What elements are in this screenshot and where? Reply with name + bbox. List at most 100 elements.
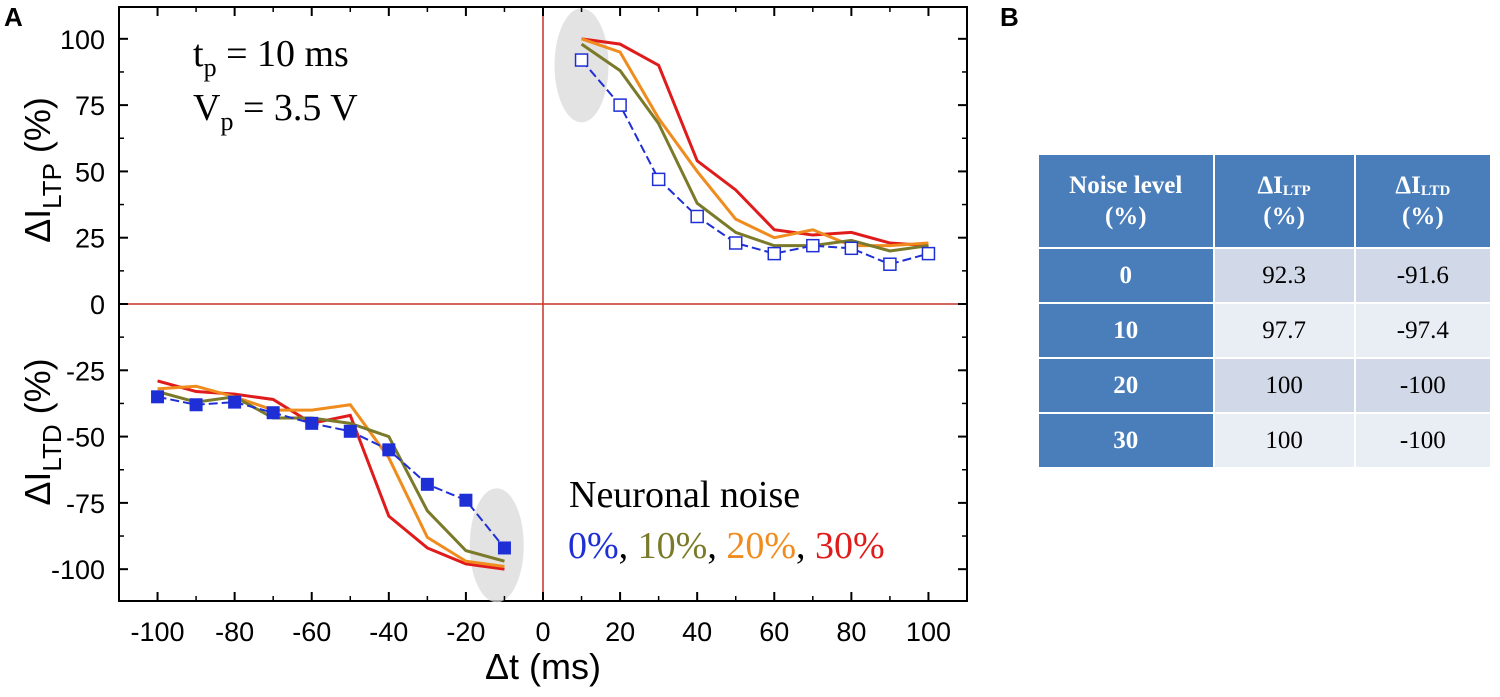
cell-ltd: -97.4	[1353, 302, 1493, 359]
legend-entries: 0%, 10%, 20%, 30%	[568, 525, 885, 567]
series-line-10pct-ltd	[157, 390, 505, 563]
y-tick-label: 25	[75, 224, 105, 254]
series-line-30pct-ltp	[581, 37, 929, 248]
y-tick-label: -100	[51, 555, 105, 585]
y-tick-label: -75	[66, 489, 105, 519]
cell-ltd: -100	[1353, 412, 1493, 469]
param-tp-rest: = 10 ms	[217, 33, 349, 75]
data-point-ltd	[228, 395, 242, 409]
data-point-ltd	[305, 416, 319, 430]
table-row: 10 97.7 -97.4	[1037, 302, 1493, 359]
x-tick-label: -60	[292, 617, 331, 647]
x-tick-label: -20	[446, 617, 485, 647]
legend-sep-20: ,	[796, 525, 815, 567]
table-row: 0 92.3 -91.6	[1037, 247, 1493, 304]
x-tick-label: 0	[535, 617, 550, 647]
data-point-ltp	[690, 209, 704, 224]
x-tick-label: 60	[759, 617, 789, 647]
table-header-row: Noise level (%) ΔILTP (%) ΔILTD (%)	[1037, 153, 1493, 249]
y-tick-label: 0	[90, 290, 105, 320]
header-ltp-main: ΔI	[1257, 171, 1283, 199]
header-ltp-sub: LTP	[1282, 182, 1311, 199]
data-point-ltp	[844, 241, 859, 256]
legend-entry-20: 20%	[726, 525, 796, 567]
data-point-ltd	[382, 443, 396, 457]
series-line-0pct-ltd	[157, 395, 506, 549]
param-vp-rest: = 3.5 V	[233, 87, 358, 129]
cell-ltp: 100	[1212, 357, 1356, 414]
cell-ltd: -91.6	[1353, 247, 1493, 304]
series-line-10pct-ltp	[580, 42, 929, 253]
y-tick-label: -50	[66, 423, 105, 453]
x-tick-label: 100	[906, 617, 951, 647]
header-ltd-main: ΔI	[1395, 171, 1421, 199]
y-ltd-main: ΔI	[17, 472, 58, 506]
y-ltp-sub: LTP	[37, 163, 67, 209]
param-vp: Vp = 3.5 V	[193, 87, 358, 136]
param-vp-main: V	[193, 87, 221, 129]
data-point-ltp	[613, 98, 627, 112]
legend-sep-0: ,	[619, 525, 638, 567]
data-point-ltd	[151, 390, 165, 404]
y-tick-label: 100	[60, 25, 105, 55]
table-row: 20 100 -100	[1037, 357, 1493, 414]
param-tp-sub: p	[204, 53, 217, 82]
param-tp: tp = 10 ms	[193, 33, 349, 82]
data-point-ltd	[343, 424, 357, 438]
data-point-ltd	[189, 398, 203, 412]
y-ltd-sub: LTD	[37, 424, 67, 471]
data-point-ltp	[574, 53, 589, 67]
y-axis-label-ltd: ΔILTD (%)	[17, 358, 67, 505]
series-line-30pct-ltd	[157, 379, 505, 571]
series-line-0pct-ltp	[580, 59, 929, 266]
data-point-ltp	[651, 172, 666, 187]
header-ltd-unit: (%)	[1402, 203, 1444, 230]
cell-ltp: 97.7	[1212, 302, 1356, 359]
data-point-ltd	[459, 493, 473, 507]
cell-level: 10	[1037, 302, 1215, 359]
data-point-ltp	[921, 246, 936, 261]
legend-title: Neuronal noise	[569, 474, 800, 516]
data-point-ltp	[883, 257, 897, 271]
x-tick-label: -40	[369, 617, 408, 647]
legend-entry-30: 30%	[815, 525, 885, 567]
data-point-ltd	[266, 406, 280, 420]
header-noise-level-line2: (%)	[1104, 203, 1147, 230]
cell-ltp: 92.3	[1212, 247, 1356, 304]
param-tp-main: t	[193, 33, 204, 75]
legend-entry-0: 0%	[568, 525, 619, 567]
y-ltd-unit: (%)	[17, 358, 58, 424]
cell-ltp: 100	[1212, 412, 1356, 469]
y-tick-label: -25	[66, 356, 105, 386]
data-point-ltp	[767, 246, 782, 261]
param-vp-sub: p	[220, 107, 233, 136]
series-line-20pct-ltd	[157, 384, 505, 569]
legend-sep-10: ,	[707, 525, 726, 567]
highlight-ellipse-ltd	[469, 488, 524, 603]
cell-level: 30	[1037, 412, 1215, 469]
x-tick-label: -80	[215, 617, 254, 647]
series-line-20pct-ltp	[581, 37, 929, 248]
x-tick-label: -100	[131, 617, 185, 647]
y-tick-label: 50	[75, 157, 105, 187]
legend-entry-10: 10%	[638, 525, 708, 567]
cell-ltd: -100	[1353, 357, 1493, 414]
data-point-ltd	[497, 541, 511, 555]
stdp-chart: -100 -80 -60 -40 -20 0 20 40 60 80 100 -100 -75 -50 -2…	[17, 6, 968, 687]
x-tick-label: 20	[605, 617, 635, 647]
panel-a-label: A	[4, 2, 23, 32]
data-point-ltp	[806, 238, 820, 253]
cell-level: 20	[1037, 357, 1215, 414]
header-noise-level-line1: Noise level	[1069, 171, 1183, 199]
x-tick-label: 40	[682, 617, 712, 647]
cell-level: 0	[1037, 247, 1215, 304]
x-axis-label: Δt (ms)	[485, 646, 601, 687]
y-ltp-unit: (%)	[17, 97, 58, 163]
header-ltd-sub: LTD	[1420, 182, 1451, 199]
panel-b-label: B	[1000, 2, 1019, 32]
header-ltd: ΔILTD (%)	[1353, 153, 1493, 249]
header-ltp-unit: (%)	[1263, 203, 1305, 230]
header-noise-level: Noise level (%)	[1037, 153, 1215, 249]
data-point-ltp	[728, 236, 743, 250]
x-tick-label: 80	[836, 617, 866, 647]
